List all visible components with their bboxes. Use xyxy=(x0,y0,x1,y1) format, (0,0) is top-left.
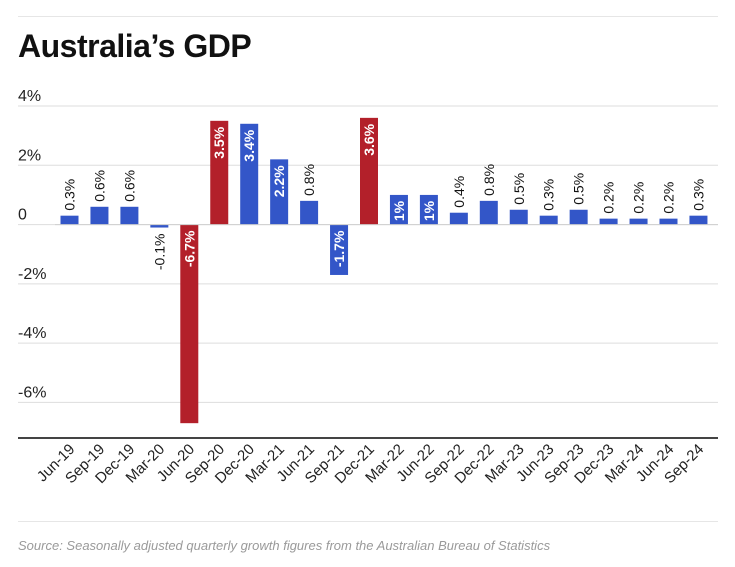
bar xyxy=(449,212,468,225)
bar xyxy=(599,218,618,225)
bar-value-label: -1.7% xyxy=(331,230,347,267)
bar-value-label: 0.5% xyxy=(511,173,527,205)
bar xyxy=(150,224,169,228)
bar-value-label: 0.3% xyxy=(62,179,78,211)
bar-value-label: 0.2% xyxy=(601,182,617,214)
source-note: Source: Seasonally adjusted quarterly gr… xyxy=(18,538,551,553)
bar-value-label: 0.5% xyxy=(571,173,587,205)
bar-value-label: 0.8% xyxy=(301,164,317,196)
y-tick-label: 2% xyxy=(18,147,41,164)
bar xyxy=(300,200,319,225)
y-tick-label: 4% xyxy=(18,88,41,105)
bar xyxy=(569,209,588,225)
bar xyxy=(509,209,528,225)
bar xyxy=(539,215,558,225)
bar-value-label: 0.6% xyxy=(91,170,107,202)
bar xyxy=(659,218,678,225)
bar-value-label: 0.4% xyxy=(451,176,467,208)
bar xyxy=(240,123,259,225)
bar-value-label: 0.6% xyxy=(121,170,137,202)
bar xyxy=(479,200,498,225)
bar-value-label: 0.8% xyxy=(481,164,497,196)
data-labels: 0.3% 0.6% 0.6% -0.1% -6.7% 3.5% 3.4% 2.2% 0.8% -1… xyxy=(62,123,707,270)
bar xyxy=(629,218,648,225)
bar xyxy=(60,215,79,225)
y-tick-label: -6% xyxy=(18,384,46,401)
bar-value-label: 3.6% xyxy=(361,123,377,155)
bar xyxy=(270,159,289,225)
bar xyxy=(360,117,378,225)
bar-value-label: 0.2% xyxy=(631,182,647,214)
y-tick-label: 0 xyxy=(18,207,27,224)
bar-value-label: 2.2% xyxy=(271,165,287,197)
bar xyxy=(330,224,349,275)
bar xyxy=(180,224,199,424)
bar xyxy=(689,215,708,225)
bar-value-label: 3.4% xyxy=(241,129,257,161)
bar xyxy=(419,194,438,225)
bar-value-label: 0.2% xyxy=(661,182,677,214)
bar xyxy=(210,120,229,225)
bar-value-label: 3.5% xyxy=(211,126,227,158)
y-tick-label: -2% xyxy=(18,266,46,283)
bar xyxy=(90,206,109,225)
bars xyxy=(60,117,708,424)
bar xyxy=(120,206,139,225)
bar-value-label: 0.3% xyxy=(541,179,557,211)
y-tick-label: -4% xyxy=(18,325,46,342)
bottom-rule xyxy=(18,521,718,522)
top-rule xyxy=(18,16,718,17)
chart-title: Australia’s GDP xyxy=(18,28,252,64)
bar-value-label: 1% xyxy=(421,200,437,221)
bar-value-label: 0.3% xyxy=(690,179,706,211)
bar-value-label: 1% xyxy=(391,200,407,221)
bar xyxy=(389,194,408,225)
bar-value-label: -6.7% xyxy=(181,230,197,267)
axis xyxy=(18,224,718,439)
bar-value-label: -0.1% xyxy=(151,234,167,271)
